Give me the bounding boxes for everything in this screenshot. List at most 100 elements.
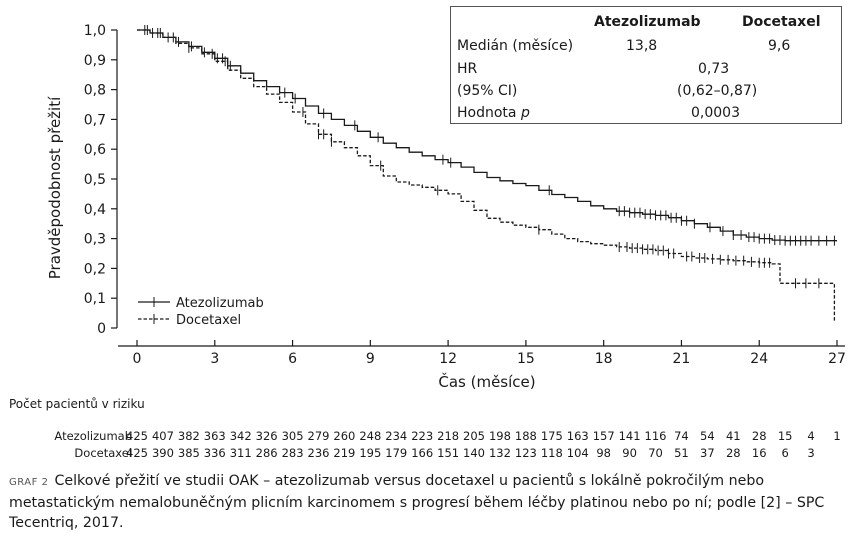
- at-risk-value: 28: [752, 429, 767, 443]
- at-risk-value: 116: [645, 429, 667, 443]
- figure-caption: GRAF 2 Celkové přežití ve studii OAK – at…: [9, 471, 851, 533]
- x-tick-label: 24: [750, 351, 768, 367]
- at-risk-value: 141: [619, 429, 641, 443]
- at-risk-value: 234: [385, 429, 407, 443]
- at-risk-value: 3: [807, 446, 814, 460]
- y-tick-label: 0,3: [84, 232, 106, 248]
- at-risk-value: 286: [256, 446, 278, 460]
- x-tick-label: 9: [366, 351, 375, 367]
- y-tick-label: 0,4: [84, 202, 106, 218]
- at-risk-value: 54: [700, 429, 715, 443]
- at-risk-value: 15: [778, 429, 793, 443]
- at-risk-value: 118: [541, 446, 563, 460]
- stats-label-median: Medián (měsíce): [457, 38, 574, 54]
- at-risk-value: 219: [333, 446, 355, 460]
- x-tick-label: 0: [133, 351, 142, 367]
- x-tick-label: 6: [288, 351, 297, 367]
- y-tick-label: 0,2: [84, 261, 106, 277]
- at-risk-value: 195: [359, 446, 381, 460]
- stats-label-p: Hodnota p: [457, 105, 530, 121]
- at-risk-value: 425: [126, 429, 148, 443]
- at-risk-value: 248: [359, 429, 381, 443]
- stats-ci-value: (0,62–0,87): [677, 83, 758, 99]
- stats-median-atezolizumab: 13,8: [626, 38, 658, 54]
- at-risk-value: 179: [385, 446, 407, 460]
- at-risk-value: 104: [567, 446, 589, 460]
- at-risk-value: 41: [726, 429, 741, 443]
- at-risk-value: 205: [463, 429, 485, 443]
- at-risk-value: 218: [437, 429, 459, 443]
- at-risk-value: 279: [308, 429, 330, 443]
- stats-table: Atezolizumab Docetaxel Medián (měsíce) 1…: [450, 6, 842, 124]
- y-tick-label: 0,1: [84, 291, 106, 307]
- x-axis-label: Čas (měsíce): [438, 372, 535, 391]
- at-risk-value: 382: [178, 429, 200, 443]
- at-risk-value: 163: [567, 429, 589, 443]
- stats-label-ci: (95% CI): [457, 83, 518, 99]
- at-risk-value: 51: [674, 446, 689, 460]
- at-risk-value: 223: [411, 429, 433, 443]
- at-risk-value: 74: [674, 429, 689, 443]
- at-risk-value: 188: [515, 429, 537, 443]
- legend-label-docetaxel: Docetaxel: [176, 313, 241, 328]
- at-risk-value: 283: [282, 446, 304, 460]
- stats-hr-value: 0,73: [698, 61, 730, 77]
- at-risk-value: 70: [648, 446, 663, 460]
- y-axis: 0 0,1 0,2 0,3 0,4 0,5 0,6 0,7 0,8 0,9 1,0: [84, 23, 118, 337]
- at-risk-value: 6: [781, 446, 788, 460]
- at-risk-value: 175: [541, 429, 563, 443]
- at-risk-value: 123: [515, 446, 537, 460]
- at-risk-value: 363: [204, 429, 226, 443]
- y-tick-label: 0,6: [84, 142, 106, 158]
- at-risk-value: 326: [256, 429, 278, 443]
- x-tick-label: 27: [828, 351, 846, 367]
- x-axis: 0 3 6 9 12 15 18 21 24 27: [118, 340, 846, 367]
- at-risk-row-label: Docetaxel: [74, 446, 132, 460]
- at-risk-value: 28: [726, 446, 741, 460]
- y-axis-label: Pravděpodobnost přežití: [46, 96, 64, 279]
- stats-median-docetaxel: 9,6: [768, 38, 791, 54]
- at-risk-value: 260: [333, 429, 355, 443]
- y-tick-label: 0,5: [84, 172, 106, 188]
- y-tick-label: 0,9: [84, 53, 106, 69]
- at-risk-value: 407: [152, 429, 174, 443]
- y-tick-label: 0: [97, 321, 106, 337]
- at-risk-value: 37: [700, 446, 715, 460]
- x-tick-label: 21: [673, 351, 691, 367]
- at-risk-value: 4: [807, 429, 814, 443]
- at-risk-value: 198: [489, 429, 511, 443]
- legend-label-atezolizumab: Atezolizumab: [176, 296, 264, 311]
- survival-chart: 0 0,1 0,2 0,3 0,4 0,5 0,6 0,7 0,8 0,9 1,0 0 3 6 9 12 15…: [46, 23, 846, 391]
- at-risk-value: 1: [833, 429, 840, 443]
- at-risk-value: 90: [622, 446, 637, 460]
- at-risk-value: 140: [463, 446, 485, 460]
- stats-label-p-text: Hodnota: [457, 105, 517, 121]
- caption-text: Celkové přežití ve studii OAK – atezoliz…: [9, 473, 825, 531]
- series-layer: [137, 25, 837, 322]
- at-risk-value: 98: [596, 446, 611, 460]
- at-risk-value: 236: [308, 446, 330, 460]
- at-risk-row-label: Atezolizumab: [54, 429, 132, 443]
- x-tick-label: 18: [595, 351, 613, 367]
- y-tick-label: 1,0: [84, 23, 106, 39]
- y-tick-label: 0,7: [84, 112, 106, 128]
- at-risk-value: 166: [411, 446, 433, 460]
- at-risk-value: 336: [204, 446, 226, 460]
- at-risk-title: Počet pacientů v riziku: [9, 397, 145, 411]
- x-tick-label: 12: [439, 351, 457, 367]
- at-risk-value: 311: [230, 446, 252, 460]
- at-risk-value: 425: [126, 446, 148, 460]
- x-tick-label: 3: [210, 351, 219, 367]
- stats-p-value: 0,0003: [691, 105, 740, 121]
- stats-label-p-italic: p: [520, 105, 530, 121]
- at-risk-value: 305: [282, 429, 304, 443]
- at-risk-value: 157: [593, 429, 615, 443]
- caption-label: GRAF 2: [9, 477, 49, 488]
- at-risk-value: 132: [489, 446, 511, 460]
- series-line-docetaxel: [137, 29, 836, 322]
- at-risk-value: 16: [752, 446, 767, 460]
- at-risk-value: 390: [152, 446, 174, 460]
- stats-header-docetaxel: Docetaxel: [742, 14, 821, 30]
- stats-label-hr: HR: [457, 61, 478, 77]
